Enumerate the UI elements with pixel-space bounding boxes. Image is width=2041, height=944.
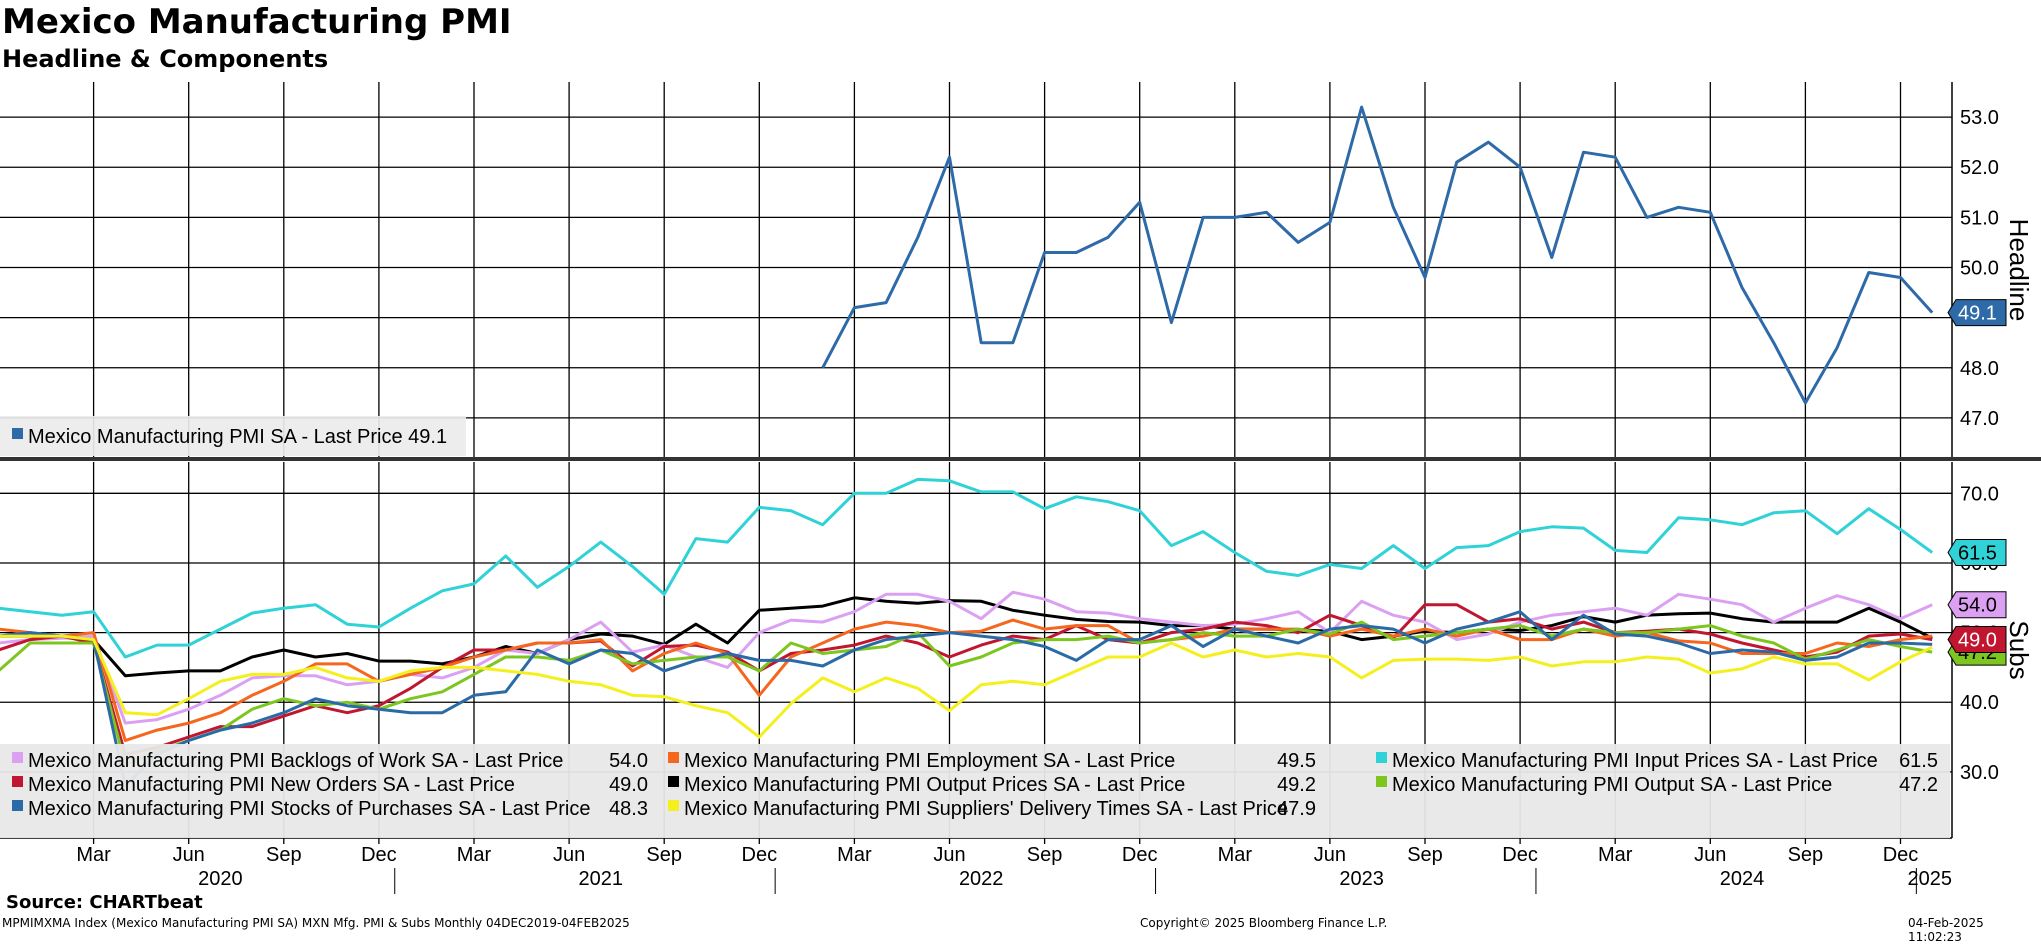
series-line-headline (821, 105, 1934, 405)
series-line-output_prices (0, 596, 1933, 678)
legend-label-headline: Mexico Manufacturing PMI SA - Last Price… (28, 426, 447, 448)
y-tick-top: 48.0 (1960, 358, 1999, 380)
legend-swatch-backlogs (12, 752, 23, 763)
x-tick-label-month: Sep (1788, 844, 1824, 866)
timestamp: 04-Feb-2025 11:02:23 (1908, 916, 1984, 944)
x-tick-label-month: Sep (646, 844, 682, 866)
x-tick-label-month: Dec (1502, 844, 1538, 866)
x-tick-label-month: Dec (1883, 844, 1919, 866)
y-axis-title-bottom: Subs (2004, 620, 2034, 679)
legend-label-output_prices: Mexico Manufacturing PMI Output Prices S… (684, 774, 1185, 796)
legend-top-bg (0, 416, 466, 456)
legend-swatch-employment (668, 752, 679, 763)
legend-bottom-bg (0, 744, 1950, 838)
x-tick-label-month: Sep (1027, 844, 1063, 866)
series-line-delivery (0, 634, 1933, 739)
legend-label-new_orders: Mexico Manufacturing PMI New Orders SA -… (28, 774, 515, 796)
end-tag-input_prices-label: 61.5 (1958, 543, 1997, 565)
x-tick-label-month: Sep (266, 844, 302, 866)
y-tick-top: 51.0 (1960, 207, 1999, 229)
source-note: Source: CHARTbeat (6, 892, 203, 913)
legend-label-stocks: Mexico Manufacturing PMI Stocks of Purch… (28, 798, 590, 820)
y-tick-bottom: 30.0 (1960, 762, 1999, 784)
x-tick-label-month: Jun (1694, 844, 1726, 866)
x-tick-label-month: Mar (76, 844, 111, 866)
end-tag-input_prices: 61.5 (1947, 539, 2007, 567)
top-panel-bg (0, 82, 1952, 458)
x-tick-label-month: Jun (173, 844, 205, 866)
x-tick-label-month: Mar (1598, 844, 1633, 866)
x-tick-label-month: Mar (457, 844, 492, 866)
legend-swatch-output (1376, 776, 1387, 787)
legend-value-employment: 49.5 (1277, 750, 1316, 772)
x-tick-label-month: Jun (1314, 844, 1346, 866)
x-tick-label-year: 2020 (198, 868, 243, 890)
end-tag-backlogs-shape (1947, 591, 2007, 619)
y-tick-top: 47.0 (1960, 408, 1999, 430)
legend-value-stocks: 48.3 (609, 798, 648, 820)
legend-label-backlogs: Mexico Manufacturing PMI Backlogs of Wor… (28, 750, 563, 772)
legend-swatch-headline (12, 428, 23, 439)
panel-divider (0, 457, 2041, 461)
x-tick-label-year: 2021 (579, 868, 624, 890)
y-tick-top: 50.0 (1960, 257, 1999, 279)
x-tick-label-month: Mar (1218, 844, 1253, 866)
end-tag-new_orders: 49.0 (1947, 626, 2007, 654)
x-tick-label-month: Sep (1407, 844, 1443, 866)
end-tag-headline: 49.1 (1947, 299, 2007, 327)
legend-value-output: 47.2 (1899, 774, 1938, 796)
end-tag-input_prices-shape (1947, 539, 2007, 567)
legend-value-delivery: 47.9 (1277, 798, 1316, 820)
x-tick-label-year: 2025 (1908, 868, 1953, 890)
x-tick-label-month: Jun (933, 844, 965, 866)
series-line-input_prices (0, 477, 1934, 659)
end-tag-new_orders-label: 49.0 (1958, 630, 1997, 652)
series-line-employment (0, 618, 1933, 742)
end-tag-headline-shape (1947, 299, 2007, 327)
y-tick-top: 53.0 (1960, 107, 1999, 129)
legend-swatch-output_prices (668, 776, 679, 787)
legend-swatch-input_prices (1376, 752, 1387, 763)
x-tick-label-year: 2024 (1720, 868, 1765, 890)
y-tick-top: 52.0 (1960, 157, 1999, 179)
x-tick-label-month: Jun (553, 844, 585, 866)
x-tick-label-month: Dec (1122, 844, 1158, 866)
legend-swatch-delivery (668, 800, 679, 811)
chart-subtitle: Headline & Components (2, 45, 329, 73)
x-tick-label-month: Dec (361, 844, 397, 866)
copyright: Copyright© 2025 Bloomberg Finance L.P. (1140, 916, 1388, 930)
chart-title: Mexico Manufacturing PMI (2, 2, 512, 42)
legend-value-input_prices: 61.5 (1899, 750, 1938, 772)
y-tick-bottom: 70.0 (1960, 483, 1999, 505)
legend-swatch-stocks (12, 800, 23, 811)
legend-label-input_prices: Mexico Manufacturing PMI Input Prices SA… (1392, 750, 1878, 772)
end-tag-new_orders-shape (1947, 626, 2007, 654)
legend-label-output: Mexico Manufacturing PMI Output SA - Las… (1392, 774, 1832, 796)
legend-value-output_prices: 49.2 (1277, 774, 1316, 796)
legend-value-backlogs: 54.0 (609, 750, 648, 772)
legend-value-new_orders: 49.0 (609, 774, 648, 796)
end-tag-backlogs: 54.0 (1947, 591, 2007, 619)
x-tick-label-year: 2022 (959, 868, 1004, 890)
end-tag-backlogs-label: 54.0 (1958, 595, 1997, 617)
legend-label-delivery: Mexico Manufacturing PMI Suppliers' Deli… (684, 798, 1288, 820)
end-tag-headline-label: 49.1 (1958, 303, 1997, 325)
series-line-backlogs (0, 590, 1933, 725)
legend-swatch-new_orders (12, 776, 23, 787)
legend-label-employment: Mexico Manufacturing PMI Employment SA -… (684, 750, 1175, 772)
x-tick-label-month: Mar (837, 844, 872, 866)
series-line-stocks (0, 610, 1933, 788)
ticker-description: MPMIMXMA Index (Mexico Manufacturing PMI… (2, 916, 630, 930)
y-tick-bottom: 40.0 (1960, 692, 1999, 714)
x-tick-label-month: Dec (742, 844, 778, 866)
y-axis-title-top: Headline (2004, 219, 2034, 322)
x-tick-label-year: 2023 (1339, 868, 1384, 890)
